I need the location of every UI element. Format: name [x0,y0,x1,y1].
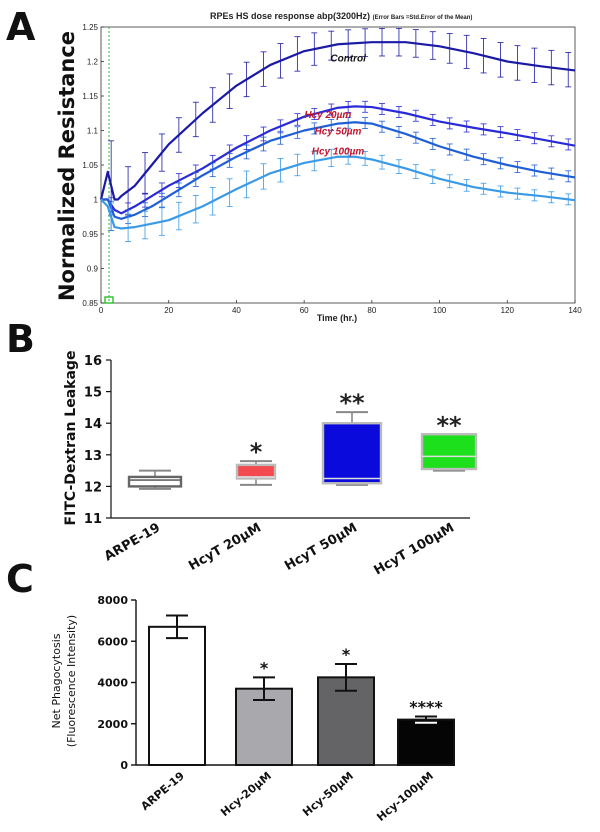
panel-a-treatment-marker-box [104,296,114,304]
panel-a-ytick-label: 0.85 [82,299,98,308]
panel-a-xtick-label: 40 [232,306,241,315]
panel-a-ytick-label: 0.95 [82,230,98,239]
panel-a-series-label: Control [330,54,366,65]
panel-b-ylabel: FITC-Dextran Leakage [63,351,79,526]
panel-b-box-3: ** [420,411,478,472]
panel-a-ytick-label: 1.1 [87,127,99,136]
panel-b-box [321,422,383,485]
panel-b-box-1: * [235,438,277,486]
panel-b-ytick-label: 11 [84,512,102,527]
panel-c-bar-group-0 [148,614,206,766]
panel-c-significance: * [260,658,269,677]
panel-a-series-line [101,121,576,220]
panel-a-series-label: Hcy 50µm [315,127,362,138]
panel-c-bar-group-1: * [235,658,293,766]
panel-c-bar [148,625,206,766]
panel-a-ylabel: Normalized Resistance [55,31,79,301]
panel-a-xtick-label: 0 [99,306,104,315]
panel-a-series-label: Hcy 100µm [312,147,365,158]
panel-a-subtitle: (Error Bars =Std.Error of the Mean) [373,15,473,21]
panel-b-category-label: HcyT 100µM [371,520,457,578]
panel-c-significance: * [342,645,351,664]
panel-a-xlabel: Time (hr.) [317,313,357,323]
panel-a-xtick-label: 60 [300,306,309,315]
panel-c-bar-group-2: * [317,645,375,766]
panel-c-ytick-label: 6000 [97,635,128,648]
panel-c-bar-chart: Net Phagocytosis (Fluorescence Intensity… [50,594,455,824]
panel-c-letter: C [6,557,34,601]
panel-c-bar-group-3: **** [397,698,455,766]
panel-b-significance: * [250,438,263,466]
panel-a-ytick-label: 1.05 [82,161,98,170]
panel-c-ylabel-2: (Fluorescence Intensity) [65,615,78,747]
panel-b-significance: ** [436,411,462,439]
panel-c-category-label: Hcy-100µM [374,769,436,824]
panel-b-box [127,475,183,488]
panel-a-xtick-label: 20 [164,306,173,315]
panel-b-letter: B [6,317,35,361]
panel-a-title-main: RPEs HS dose response abp(3200Hz) [210,11,370,21]
panel-a-xtick-label: 80 [367,306,376,315]
panel-a-xtick-label: 120 [501,306,515,315]
panel-b-ytick-label: 13 [84,449,102,464]
panel-c-category-label: Hcy-20µM [218,769,274,819]
panel-b-category-label: ARPE-19 [102,520,163,564]
panel-c-ytick-label: 0 [120,759,128,772]
panel-b-category-label: HcyT 20µM [186,520,264,574]
panel-b-ytick-label: 15 [84,386,102,401]
panel-b-category-label: HcyT 50µM [282,520,360,574]
panel-b-ytick-label: 16 [84,354,102,369]
panel-a-series-label: Hcy 20µm [304,110,351,121]
panel-a-ytick-label: 1.25 [82,23,98,32]
panel-c-ytick-label: 4000 [97,677,128,690]
panel-a-ytick-label: 1.15 [82,92,98,101]
panel-a-plot-frame [100,26,576,304]
panel-c-ytick-label: 8000 [97,594,128,607]
panel-c-ytick-label: 2000 [97,718,128,731]
panel-c-ylabel: Net Phagocytosis [50,633,63,728]
panel-a-title: RPEs HS dose response abp(3200Hz) (Error… [210,11,472,21]
panel-a-series-0 [99,27,576,231]
panel-a-ytick-label: 1 [94,196,99,205]
panel-a-ytick-label: 0.9 [87,265,99,274]
panel-a-xtick-label: 140 [568,306,582,315]
panel-a-series-line [101,105,576,215]
panel-a-series-2 [101,116,576,225]
panel-b-box [235,463,277,480]
panel-a-line-chart: RPEs HS dose response abp(3200Hz) (Error… [55,11,582,323]
panel-c-significance: **** [409,698,443,717]
panel-b-ytick-label: 14 [84,417,102,432]
panel-c-bar [317,676,375,766]
panel-a-xtick-label: 100 [433,306,447,315]
panel-b-significance: ** [339,389,365,417]
panel-c-category-label: ARPE-19 [138,769,187,813]
panel-a-series-line [100,155,576,230]
panel-c-category-label: Hcy-50µM [300,769,356,819]
panel-b-box [420,433,478,471]
panel-a-letter: A [6,5,36,49]
panel-b-box-0 [127,469,183,490]
panel-b-box-2: ** [321,389,383,486]
panel-a-series-3 [100,148,576,242]
panel-c-bar [235,687,293,766]
panel-a-ytick-label: 1.2 [87,58,99,67]
panel-a-series-line [99,41,576,201]
panel-b-ytick-label: 12 [84,480,102,495]
panel-c-bar [397,718,455,766]
